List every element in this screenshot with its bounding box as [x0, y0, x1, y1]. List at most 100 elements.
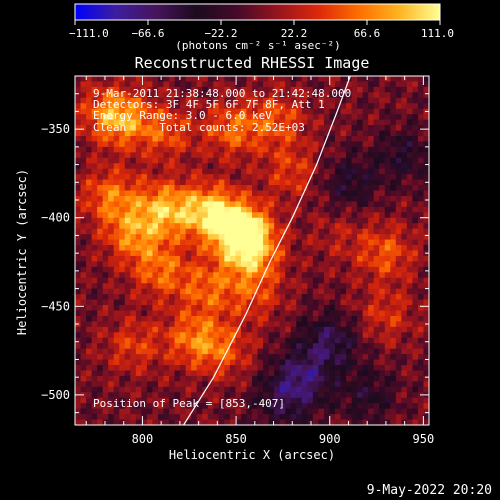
heatmap-cell — [163, 299, 170, 306]
heatmap-cell — [368, 223, 375, 230]
heatmap-cell — [91, 76, 98, 83]
heatmap-cell — [362, 179, 369, 186]
heatmap-cell — [257, 206, 264, 213]
heatmap-cell — [235, 146, 242, 153]
heatmap-cell — [368, 130, 375, 137]
heatmap-cell — [102, 228, 109, 235]
heatmap-cell — [97, 76, 104, 83]
heatmap-cell — [207, 190, 214, 197]
heatmap-cell — [390, 386, 397, 393]
heatmap-cell — [191, 239, 198, 246]
heatmap-cell — [346, 103, 353, 110]
heatmap-cell — [202, 223, 209, 230]
heatmap-cell — [240, 266, 248, 273]
heatmap-cell — [102, 234, 109, 241]
heatmap-cell — [119, 403, 126, 410]
heatmap-cell — [357, 348, 364, 355]
heatmap-cell — [207, 261, 214, 268]
heatmap-cell — [113, 130, 120, 137]
heatmap-cell — [141, 386, 148, 393]
heatmap-cell — [97, 125, 104, 132]
heatmap-cell — [351, 255, 358, 262]
heatmap-cell — [141, 354, 148, 361]
heatmap-cell — [146, 381, 154, 388]
heatmap-cell — [202, 272, 209, 279]
heatmap-cell — [146, 201, 154, 208]
heatmap-cell — [240, 223, 248, 230]
heatmap-cell — [135, 108, 142, 115]
heatmap-cell — [191, 255, 198, 262]
heatmap-cell — [318, 321, 325, 328]
heatmap-cell — [102, 294, 109, 301]
heatmap-cell — [240, 403, 248, 410]
heatmap-cell — [357, 86, 364, 93]
heatmap-cell — [357, 305, 364, 312]
heatmap-cell — [346, 157, 353, 164]
heatmap-cell — [301, 174, 308, 181]
colorbar-unit-label: (photons cm⁻² s⁻¹ asec⁻²) — [175, 39, 341, 52]
heatmap-cell — [384, 168, 391, 175]
heatmap-cell — [224, 370, 231, 377]
heatmap-cell — [229, 386, 237, 393]
heatmap-cell — [312, 76, 319, 83]
heatmap-cell — [152, 185, 159, 192]
heatmap-cell — [229, 174, 237, 181]
heatmap-cell — [307, 255, 314, 262]
heatmap-cell — [268, 294, 275, 301]
heatmap-cell — [334, 332, 342, 339]
heatmap-cell — [224, 343, 231, 350]
heatmap-cell — [301, 185, 308, 192]
heatmap-cell — [417, 212, 425, 219]
heatmap-cell — [146, 206, 154, 213]
heatmap-cell — [357, 392, 364, 399]
heatmap-cell — [240, 103, 248, 110]
heatmap-cell — [379, 92, 386, 99]
heatmap-cell — [135, 370, 142, 377]
heatmap-cell — [240, 152, 248, 159]
heatmap-cell — [240, 414, 248, 421]
heatmap-cell — [246, 386, 253, 393]
heatmap-cell — [423, 315, 429, 322]
heatmap-cell — [207, 168, 214, 175]
heatmap-cell — [191, 375, 198, 382]
heatmap-cell — [240, 163, 248, 170]
heatmap-cell — [384, 125, 391, 132]
heatmap-cell — [357, 152, 364, 159]
heatmap-cell — [224, 310, 231, 317]
heatmap-cell — [185, 397, 192, 404]
heatmap-cell — [318, 365, 325, 372]
heatmap-cell — [169, 119, 176, 126]
heatmap-cell — [196, 119, 203, 126]
heatmap-cell — [373, 354, 380, 361]
heatmap-cell — [279, 168, 286, 175]
heatmap-cell — [229, 397, 237, 404]
heatmap-cell — [274, 381, 281, 388]
heatmap-cell — [263, 381, 270, 388]
heatmap-cell — [157, 130, 165, 137]
heatmap-cell — [301, 250, 308, 257]
heatmap-cell — [257, 223, 264, 230]
heatmap-cell — [229, 103, 237, 110]
heatmap-cell — [257, 217, 264, 224]
heatmap-cell — [406, 245, 414, 252]
heatmap-cell — [257, 86, 264, 93]
heatmap-cell — [346, 223, 353, 230]
heatmap-cell — [246, 354, 253, 361]
heatmap-cell — [108, 119, 115, 126]
heatmap-cell — [207, 201, 214, 208]
heatmap-cell — [401, 305, 408, 312]
heatmap-cell — [108, 185, 115, 192]
heatmap-cell — [130, 125, 137, 132]
heatmap-cell — [141, 212, 148, 219]
heatmap-cell — [340, 326, 347, 333]
heatmap-cell — [202, 299, 209, 306]
heatmap-cell — [91, 185, 98, 192]
heatmap-cell — [235, 206, 242, 213]
heatmap-cell — [268, 381, 275, 388]
heatmap-cell — [423, 195, 429, 203]
heatmap-cell — [169, 386, 176, 393]
heatmap-cell — [368, 365, 375, 372]
heatmap-cell — [318, 370, 325, 377]
heatmap-cell — [390, 141, 397, 148]
heatmap-cell — [362, 321, 369, 328]
